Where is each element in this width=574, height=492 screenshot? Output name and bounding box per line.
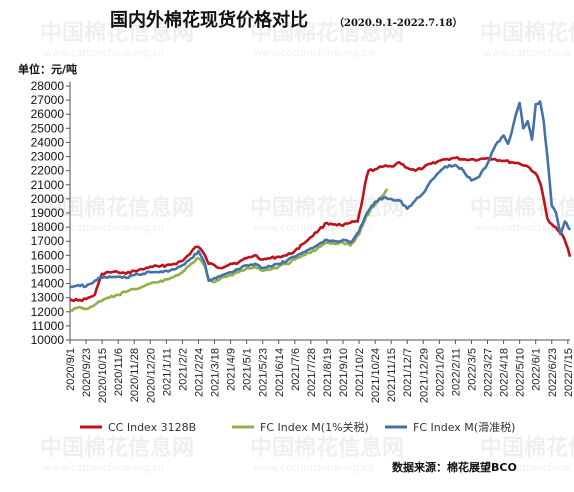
y-tick-label: 22000 <box>31 164 65 178</box>
y-tick-label: 16000 <box>31 248 65 262</box>
x-tick-label: 2021/3/18 <box>210 348 222 397</box>
y-axis: 1000011000120001300014000150001600017000… <box>31 79 71 347</box>
y-tick-label: 28000 <box>31 79 65 93</box>
x-tick-label: 2021/10/2 <box>354 348 366 397</box>
y-tick-label: 21000 <box>31 178 65 192</box>
x-tick-label: 2022/3/27 <box>483 348 495 397</box>
x-tick-label: 2022/5/10 <box>515 348 527 397</box>
x-tick-label: 2021/11/15 <box>386 348 398 402</box>
x-tick-label: 2020/11/6 <box>113 348 125 396</box>
x-tick-label: 2021/10/24 <box>370 348 382 403</box>
watermark-url: www.cottonchina.org.cn <box>254 223 374 234</box>
y-tick-label: 17000 <box>31 234 65 248</box>
y-tick-label: 18000 <box>31 220 65 234</box>
chart-title: 国内外棉花现货价格对比 <box>110 9 308 31</box>
x-tick-label: 2020/10/15 <box>97 348 109 403</box>
y-tick-label: 10000 <box>31 333 65 347</box>
y-tick-label: 25000 <box>31 121 65 135</box>
watermark-url: www.cottonchina.org.cn <box>254 463 374 474</box>
legend-label: CC Index 3128B <box>108 421 196 434</box>
x-tick-label: 2022/2/11 <box>450 348 462 396</box>
y-tick-label: 23000 <box>31 150 65 164</box>
watermark-text: 中国棉花信息网 <box>40 20 194 46</box>
watermark-group: 中国棉花信息网 www.cottonchina.org.cn 中国棉花信息网 www.… <box>40 20 574 474</box>
x-tick-label: 2021/2/24 <box>193 348 205 397</box>
x-tick-label: 2021/8/19 <box>322 348 334 397</box>
watermark-url: www.cottonchina.org.cn <box>44 223 164 234</box>
x-tick-label: 2022/3/5 <box>466 348 478 391</box>
x-tick-label: 2021/1/11 <box>161 348 173 396</box>
series-line <box>69 188 389 312</box>
x-tick-label: 2021/12/7 <box>402 348 414 397</box>
legend: CC Index 3128B FC Index M(1%关税) FC Index M… <box>80 420 515 434</box>
watermark-text: 中国棉花信息网 <box>470 195 574 221</box>
x-tick-label: 2021/2/2 <box>177 348 189 391</box>
x-tick-label: 2021/9/10 <box>338 348 350 397</box>
watermark-text: 中国棉花信息网 <box>250 20 404 46</box>
watermark-text: 中国棉花信息网 <box>40 435 194 461</box>
x-axis: 2020/9/1 2020/9/23 2020/10/15 2020/11/6 2020… <box>65 339 574 403</box>
watermark-text: 中国棉花信息网 <box>480 20 574 46</box>
watermark-url: www.cottonchina.org.cn <box>254 48 374 59</box>
series-lines <box>69 100 572 312</box>
y-tick-label: 12000 <box>31 305 65 319</box>
y-tick-label: 14000 <box>31 277 65 291</box>
x-tick-label: 2020/12/20 <box>145 348 157 403</box>
legend-label: FC Index M(滑准税) <box>413 420 515 434</box>
data-source: 数据来源：棉花展望BCO <box>392 460 517 474</box>
y-tick-label: 13000 <box>31 291 65 305</box>
watermark-url: www.cottonchina.org.cn <box>484 463 574 474</box>
x-tick-label: 2020/9/1 <box>65 348 77 391</box>
x-tick-label: 2022/4/18 <box>499 348 511 397</box>
x-tick-label: 2021/4/9 <box>226 348 238 391</box>
y-tick-label: 15000 <box>31 262 65 276</box>
y-tick-label: 20000 <box>31 192 65 206</box>
x-tick-label: 2021/6/14 <box>274 348 286 397</box>
chart-subtitle: （2020.9.1-2022.7.18） <box>334 16 463 29</box>
watermark-url: www.cottonchina.org.cn <box>44 48 164 59</box>
watermark-url: www.cottonchina.org.cn <box>474 223 574 234</box>
x-tick-label: 2021/7/6 <box>290 348 302 391</box>
x-tick-label: 2020/11/28 <box>129 348 141 402</box>
x-tick-label: 2021/5/1 <box>242 348 254 391</box>
legend-label: FC Index M(1%关税) <box>260 420 369 434</box>
y-tick-label: 11000 <box>32 319 65 333</box>
watermark-url: www.cottonchina.org.cn <box>484 48 574 59</box>
watermark-text: 中国棉花信息网 <box>40 195 194 221</box>
x-tick-label: 2022/6/23 <box>547 348 559 397</box>
x-tick-label: 2021/5/23 <box>258 348 270 397</box>
y-tick-label: 27000 <box>31 93 65 107</box>
y-tick-label: 26000 <box>31 107 65 121</box>
y-tick-label: 24000 <box>31 135 65 149</box>
watermark-text: 中国棉花信息网 <box>250 435 404 461</box>
x-tick-label: 2021/12/29 <box>418 348 430 403</box>
x-tick-label: 2022/1/20 <box>434 348 446 397</box>
watermark-url: www.cottonchina.org.cn <box>44 463 164 474</box>
x-tick-label: 2021/7/28 <box>306 348 318 397</box>
series-line <box>69 100 572 289</box>
y-axis-label: 单位：元/吨 <box>18 62 77 76</box>
x-tick-label: 2020/9/23 <box>81 348 93 397</box>
watermark-text: 中国棉花信息网 <box>480 435 574 461</box>
x-tick-label: 2022/6/1 <box>531 348 543 391</box>
y-tick-label: 19000 <box>31 206 65 220</box>
series-line <box>69 156 572 303</box>
x-tick-label: 2022/7/15 <box>563 348 574 397</box>
